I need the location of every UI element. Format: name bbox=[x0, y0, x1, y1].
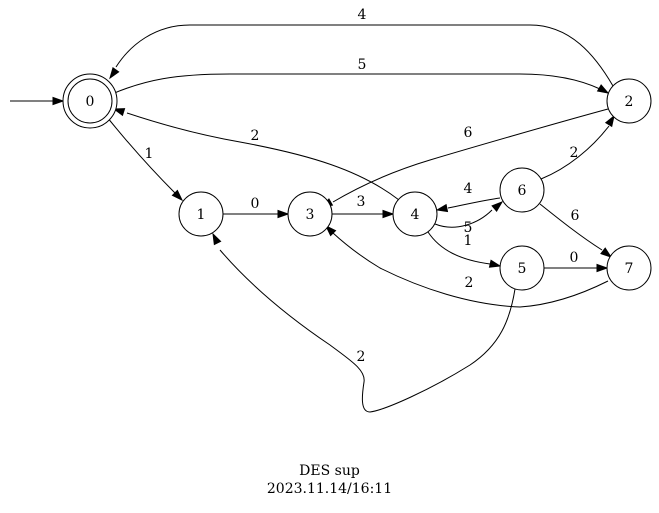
transition-label: 0 bbox=[570, 250, 579, 266]
state-circle bbox=[178, 191, 224, 237]
transition-label: 4 bbox=[358, 7, 367, 23]
transition-line bbox=[111, 73, 601, 95]
transition-arrowhead bbox=[435, 203, 449, 213]
state-label: 0 bbox=[86, 94, 95, 110]
transition-label: 5 bbox=[464, 220, 473, 236]
state-label: 1 bbox=[197, 207, 206, 223]
nodes-layer: 0 1 2 3 4 5 6 7 bbox=[62, 73, 652, 291]
state-circle bbox=[287, 191, 333, 237]
state-node-5: 5 bbox=[499, 245, 545, 291]
state-label: 7 bbox=[625, 261, 634, 277]
transition-label: 2 bbox=[357, 349, 366, 365]
state-label: 3 bbox=[306, 207, 315, 223]
transition-4-to-6: 5 bbox=[434, 201, 504, 236]
state-node-2: 2 bbox=[606, 78, 652, 124]
state-circle bbox=[606, 245, 652, 291]
state-label: 5 bbox=[518, 261, 527, 277]
state-node-1: 1 bbox=[178, 191, 224, 237]
transition-label: 5 bbox=[358, 57, 367, 73]
transition-4-to-0: 2 bbox=[112, 108, 400, 201]
transition-0-to-2: 5 bbox=[111, 57, 610, 95]
transition-arrowhead bbox=[491, 201, 504, 212]
transition-label: 4 bbox=[464, 181, 473, 197]
transition-line bbox=[219, 249, 516, 413]
state-label: 6 bbox=[518, 183, 527, 199]
state-circle bbox=[392, 191, 438, 237]
transition-line bbox=[427, 231, 491, 265]
transition-6-to-7: 6 bbox=[539, 203, 613, 258]
transition-line bbox=[434, 209, 493, 228]
transition-6-to-4: 4 bbox=[435, 181, 501, 213]
transition-arrowhead bbox=[212, 232, 222, 246]
transition-arrowhead bbox=[171, 189, 184, 202]
transition-7-to-3: 2 bbox=[324, 224, 609, 308]
state-node-4: 4 bbox=[392, 191, 438, 237]
transition-arrowhead bbox=[596, 84, 610, 94]
transition-arrowhead bbox=[382, 209, 395, 219]
initial-arrow-head bbox=[52, 96, 65, 106]
initial-state-arrow bbox=[10, 96, 65, 106]
transition-label: 6 bbox=[464, 125, 473, 141]
state-circle bbox=[499, 245, 545, 291]
transition-arrowhead bbox=[488, 259, 502, 268]
state-node-3: 3 bbox=[287, 191, 333, 237]
transition-line bbox=[115, 24, 614, 87]
diagram-timestamp: 2023.11.14/16:11 bbox=[266, 481, 393, 497]
transition-arrowhead bbox=[109, 67, 120, 80]
transition-label: 0 bbox=[251, 196, 260, 212]
transition-line bbox=[540, 125, 610, 180]
transition-arrowhead bbox=[277, 209, 290, 219]
transition-line bbox=[106, 116, 176, 194]
diagram-title: DES sup bbox=[299, 463, 360, 479]
transition-1-to-3: 0 bbox=[223, 196, 290, 219]
transition-6-to-2: 2 bbox=[540, 114, 615, 180]
state-label: 4 bbox=[411, 207, 420, 223]
transition-label: 3 bbox=[357, 194, 366, 210]
transition-line bbox=[126, 112, 400, 201]
transition-line bbox=[332, 232, 609, 308]
state-circle bbox=[606, 78, 652, 124]
transition-arrowhead bbox=[596, 263, 609, 273]
transition-arrowhead bbox=[112, 108, 126, 117]
transition-label: 6 bbox=[571, 208, 580, 224]
state-node-6: 6 bbox=[499, 167, 545, 213]
marked-state-inner-circle bbox=[67, 78, 113, 124]
transition-line bbox=[332, 108, 609, 203]
transition-label: 2 bbox=[570, 145, 579, 161]
transition-arrowhead bbox=[324, 224, 337, 237]
transition-4-to-5: 1 bbox=[427, 231, 502, 268]
state-label: 2 bbox=[625, 94, 634, 110]
transition-0-to-1: 1 bbox=[106, 116, 184, 202]
state-node-7: 7 bbox=[606, 245, 652, 291]
transition-5-to-7: 0 bbox=[544, 250, 609, 273]
transition-arrowhead bbox=[604, 114, 615, 128]
transition-label: 2 bbox=[465, 275, 474, 291]
state-node-0: 0 bbox=[62, 73, 118, 129]
transition-arrowhead bbox=[600, 247, 613, 258]
transition-2-to-0: 4 bbox=[109, 7, 614, 87]
transition-label: 1 bbox=[464, 233, 473, 249]
transition-3-to-4: 3 bbox=[332, 194, 395, 219]
transition-5-to-1: 2 bbox=[212, 232, 516, 413]
transition-label: 2 bbox=[251, 128, 260, 144]
transition-label: 1 bbox=[145, 146, 154, 162]
transition-line bbox=[447, 197, 501, 209]
state-circle bbox=[499, 167, 545, 213]
transition-line bbox=[539, 203, 603, 251]
